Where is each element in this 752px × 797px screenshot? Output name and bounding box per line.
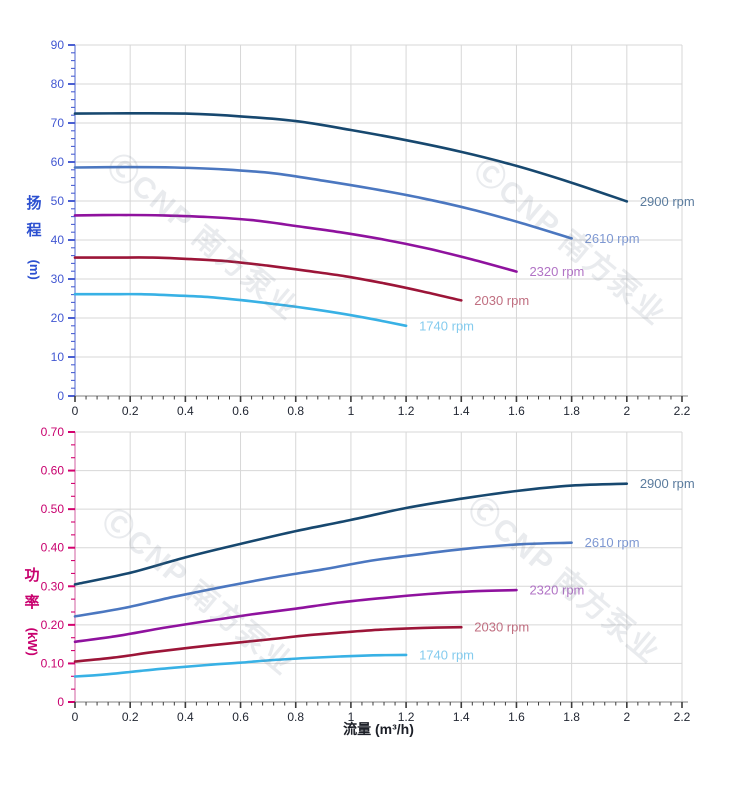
curve-2030-rpm — [73, 625, 463, 663]
svg-text:40: 40 — [51, 233, 65, 247]
curve-label-2030-rpm: 2030 rpm — [474, 293, 529, 308]
head-axis-title-char: 程 — [26, 222, 42, 239]
curve-1740-rpm — [73, 292, 408, 328]
svg-text:2.2: 2.2 — [674, 404, 691, 418]
flow-axis-title: 流量 (m³/h) — [343, 721, 414, 737]
curve-2030-rpm — [73, 256, 463, 302]
curve-label-2030-rpm: 2030 rpm — [474, 620, 529, 635]
curve-label-1740-rpm: 1740 rpm — [419, 647, 474, 662]
svg-text:0.4: 0.4 — [177, 710, 194, 724]
svg-text:2.2: 2.2 — [674, 710, 691, 724]
svg-text:1.6: 1.6 — [508, 710, 525, 724]
svg-text:0.40: 0.40 — [41, 541, 65, 555]
svg-text:50: 50 — [51, 194, 65, 208]
svg-text:0.50: 0.50 — [41, 502, 65, 516]
svg-text:0: 0 — [57, 389, 64, 403]
svg-text:2: 2 — [623, 710, 630, 724]
curve-label-2320-rpm: 2320 rpm — [529, 264, 584, 279]
curve-label-2610-rpm: 2610 rpm — [585, 535, 640, 550]
svg-text:1.2: 1.2 — [398, 404, 415, 418]
svg-text:0.4: 0.4 — [177, 404, 194, 418]
power-axis-title: 功 率 (kW) — [18, 562, 46, 656]
svg-text:1.6: 1.6 — [508, 404, 525, 418]
svg-text:0.70: 0.70 — [41, 425, 65, 439]
svg-text:2: 2 — [623, 404, 630, 418]
power-axis-title-char: 率 — [24, 594, 40, 611]
svg-text:1.2: 1.2 — [398, 710, 415, 724]
svg-text:0.60: 0.60 — [41, 464, 65, 478]
svg-text:0: 0 — [57, 695, 64, 709]
svg-text:80: 80 — [51, 77, 65, 91]
curve-2900-rpm — [73, 482, 629, 586]
curve-2320-rpm — [73, 213, 518, 273]
svg-text:0.6: 0.6 — [232, 710, 249, 724]
head-axis-title: 扬 程 (m) — [20, 190, 48, 281]
svg-text:0.2: 0.2 — [122, 710, 139, 724]
svg-text:10: 10 — [51, 350, 65, 364]
power-axis-unit: (kW) — [24, 627, 40, 656]
power-chart: 00.100.200.300.400.500.600.700 0.2 0.4 0.6 0… — [41, 425, 695, 724]
svg-text:0: 0 — [72, 404, 79, 418]
svg-text:1: 1 — [348, 710, 355, 724]
head-axis-unit: (m) — [26, 259, 42, 280]
svg-text:60: 60 — [51, 155, 65, 169]
curve-2320-rpm — [73, 588, 518, 644]
curve-2610-rpm — [73, 165, 573, 240]
curve-1740-rpm — [73, 653, 408, 678]
curve-label-2320-rpm: 2320 rpm — [529, 583, 584, 598]
x-axis: 0 0.2 0.4 0.6 0.8 1 1.2 1.4 1.6 1.8 2 2.2 — [72, 701, 691, 724]
svg-text:0.2: 0.2 — [122, 404, 139, 418]
svg-text:20: 20 — [51, 311, 65, 325]
curve-label-2900-rpm: 2900 rpm — [640, 194, 695, 209]
svg-text:70: 70 — [51, 116, 65, 130]
curve-label-2610-rpm: 2610 rpm — [585, 231, 640, 246]
power-axis-title-char: 功 — [24, 567, 40, 584]
gridlines — [75, 44, 683, 396]
svg-text:0.20: 0.20 — [41, 618, 65, 632]
head-axis-title-char: 扬 — [26, 195, 42, 212]
svg-text:30: 30 — [51, 272, 65, 286]
svg-text:1.8: 1.8 — [563, 404, 580, 418]
curve-label-2900-rpm: 2900 rpm — [640, 476, 695, 491]
curve-label-1740-rpm: 1740 rpm — [419, 318, 474, 333]
head-chart: 0 10 20 30 40 50 60 70 80 90 0 0.2 0.4 0.6 0.8 1 1.2 1.4 1… — [51, 38, 695, 418]
svg-text:1.4: 1.4 — [453, 710, 470, 724]
svg-text:0.6: 0.6 — [232, 404, 249, 418]
svg-text:1.8: 1.8 — [563, 710, 580, 724]
svg-text:0.10: 0.10 — [41, 656, 65, 670]
svg-text:1: 1 — [348, 404, 355, 418]
y-axis: 0 10 20 30 40 50 60 70 80 90 — [51, 38, 76, 403]
svg-text:0: 0 — [72, 710, 79, 724]
curve-2900-rpm — [73, 111, 629, 203]
svg-text:0.8: 0.8 — [287, 404, 304, 418]
svg-text:1.4: 1.4 — [453, 404, 470, 418]
svg-text:0.8: 0.8 — [287, 710, 304, 724]
y-axis: 0 0.10 0.20 0.30 0.40 0.50 0.60 0.70 — [41, 425, 76, 709]
gridlines — [75, 431, 683, 702]
curve-2610-rpm — [73, 541, 573, 618]
x-axis: 0 0.2 0.4 0.6 0.8 1 1.2 1.4 1.6 1.8 2 2.2 — [72, 395, 691, 418]
svg-text:0.30: 0.30 — [41, 579, 65, 593]
svg-text:90: 90 — [51, 38, 65, 52]
